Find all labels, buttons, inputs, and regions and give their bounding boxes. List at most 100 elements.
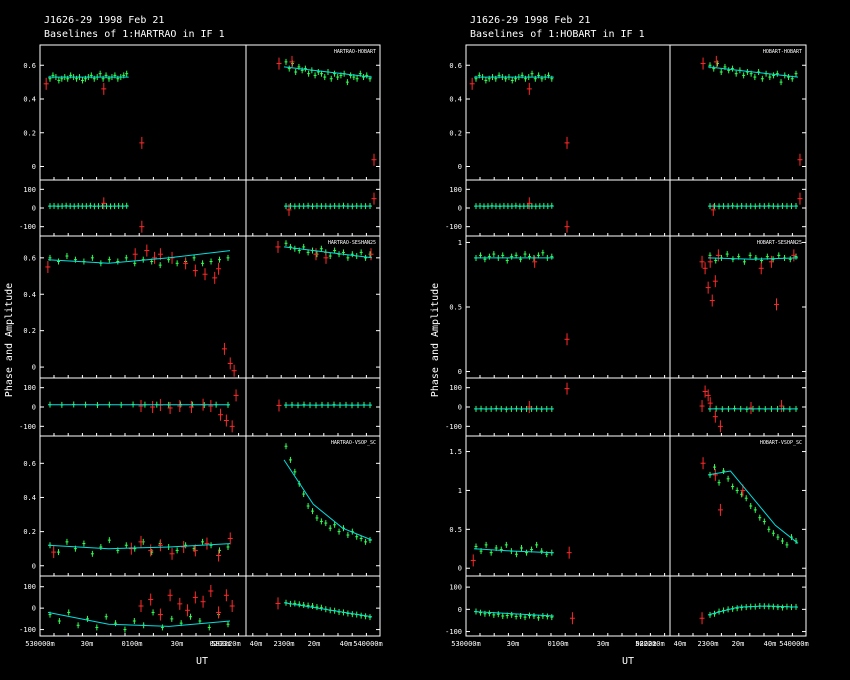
baseline-hobart-hobart-amplitude-ytick-label: 0.6 <box>449 62 462 70</box>
baseline-hartrao-hobart-amplitude-ytick-label: 0 <box>32 163 36 171</box>
baseline-hartrao-seshan25-phase-frame <box>39 377 381 437</box>
baseline-hartrao-hobart-amplitude-frame <box>39 44 381 181</box>
y-axis-label: Phase and Amplitude <box>430 283 441 397</box>
baseline-hartrao-seshan25-phase-ytick-label: 0 <box>32 404 36 412</box>
baseline-hartrao-vsop_sc-phase-ytick-label: 100 <box>23 583 36 591</box>
baseline-hobart-seshan25-phase-ytick-label: 100 <box>449 384 462 392</box>
baseline-hartrao-hobart-amplitude-model-curve <box>283 66 373 78</box>
x-tick-label: 530000m <box>451 640 481 648</box>
baseline-hartrao-vsop_sc-amplitude-ytick-label: 0.4 <box>23 494 36 502</box>
x-tick-label: 30m <box>597 640 610 648</box>
baseline-hobart-seshan25-label: HOBART-SESHAN25 <box>757 240 802 246</box>
baseline-hartrao-hobart-amplitude-ytick-label: 0.2 <box>23 129 36 137</box>
x-tick-label: 40m <box>250 640 263 648</box>
baseline-hobart-hobart-phase-ytick-label: 0 <box>458 205 462 213</box>
baseline-hobart-hobart-amplitude-ytick-label: 0 <box>458 163 462 171</box>
baseline-hartrao-vsop_sc-phase-ytick-label: 0 <box>32 605 36 613</box>
x-tick-label: 0200m <box>635 640 656 648</box>
x-tick-label: 30m <box>171 640 184 648</box>
baseline-hartrao-vsop_sc-amplitude-model-curve <box>283 459 373 541</box>
baseline-hobart-hobart-amplitude-ytick-label: 0.4 <box>449 96 462 104</box>
baseline-hartrao-vsop_sc-phase-model-curve <box>283 602 373 618</box>
baseline-hartrao-seshan25-label: HARTRAO-SESHAN25 <box>328 240 376 246</box>
x-tick-label: 582220m <box>635 640 665 648</box>
baseline-hobart-hobart-amplitude-ytick-label: 0.2 <box>449 129 462 137</box>
x-axis-label: UT <box>622 656 634 667</box>
baseline-hobart-vsop_sc-amplitude-model-curve <box>473 548 554 554</box>
baseline-hartrao-hobart-amplitude-ytick-label: 0.4 <box>23 96 36 104</box>
x-tick-label: 540000m <box>353 640 383 648</box>
x-tick-label: 0200m <box>209 640 230 648</box>
baseline-hartrao-vsop_sc-amplitude-ytick-label: 0.6 <box>23 460 36 468</box>
baseline-hartrao-seshan25-amplitude-ytick-label: 0.4 <box>23 291 36 299</box>
x-tick-label: 530000m <box>25 640 55 648</box>
baseline-hartrao-vsop_sc-phase-ytick-label: -100 <box>19 626 36 634</box>
x-tick-label: 40m <box>340 640 353 648</box>
plot-subtitle: Baselines of 1:HARTRAO in IF 1 <box>44 29 225 40</box>
x-tick-label: 30m <box>81 640 94 648</box>
x-tick-label: 582220m <box>211 640 241 648</box>
y-axis-label: Phase and Amplitude <box>4 283 15 397</box>
x-tick-label: 40m <box>674 640 687 648</box>
baseline-hartrao-seshan25-phase-ytick-label: 100 <box>23 384 36 392</box>
baseline-hartrao-hobart-label: HARTRAO-HOBART <box>334 49 376 55</box>
plot-title: J1626-29 1998 Feb 21 <box>470 15 590 26</box>
plot-subtitle: Baselines of 1:HOBART in IF 1 <box>470 29 645 40</box>
x-tick-label: 0100m <box>547 640 568 648</box>
baseline-hartrao-vsop_sc-amplitude-model-curve <box>47 543 231 550</box>
baseline-hobart-vsop_sc-phase-model-curve <box>707 605 799 616</box>
baseline-hartrao-hobart-amplitude-ytick-label: 0.6 <box>23 62 36 70</box>
x-axis-label: UT <box>196 656 208 667</box>
baseline-hobart-vsop_sc-phase-ytick-label: 0 <box>458 606 462 614</box>
x-tick-label: 0100m <box>121 640 142 648</box>
baseline-hartrao-vsop_sc-label: HARTRAO-VSOP_SC <box>331 440 376 446</box>
baseline-hartrao-vsop_sc-amplitude-ytick-label: 0.2 <box>23 528 36 536</box>
baseline-hartrao-seshan25-amplitude-frame <box>39 235 381 379</box>
baseline-hartrao-vsop_sc-amplitude-frame <box>39 435 381 577</box>
baseline-hobart-hobart-amplitude-frame <box>465 44 807 181</box>
baseline-hobart-seshan25-amplitude-ytick-label: 0 <box>458 368 462 376</box>
baseline-hobart-seshan25-phase-ytick-label: -100 <box>445 423 462 431</box>
baseline-hartrao-seshan25-amplitude-model-curve <box>47 250 231 264</box>
x-tick-label: 540000m <box>779 640 809 648</box>
plot-title: J1626-29 1998 Feb 21 <box>44 15 164 26</box>
x-tick-label: 40m <box>764 640 777 648</box>
baseline-hobart-vsop_sc-amplitude-ytick-label: 0.5 <box>449 526 462 534</box>
x-tick-label: 30m <box>507 640 520 648</box>
x-tick-label: 2300m <box>273 640 294 648</box>
baseline-hartrao-hobart-phase-ytick-label: -100 <box>19 223 36 231</box>
baseline-hartrao-seshan25-amplitude-model-curve <box>283 246 373 259</box>
baseline-hobart-seshan25-phase-ytick-label: 0 <box>458 404 462 412</box>
baseline-hartrao-vsop_sc-amplitude-ytick-label: 0 <box>32 562 36 570</box>
baseline-hobart-hobart-phase-ytick-label: 100 <box>449 186 462 194</box>
baseline-hobart-vsop_sc-phase-ytick-label: -100 <box>445 628 462 636</box>
baseline-hartrao-seshan25-phase-ytick-label: -100 <box>19 423 36 431</box>
baseline-hobart-vsop_sc-label: HOBART-VSOP_SC <box>760 440 802 446</box>
baseline-hobart-vsop_sc-phase-ytick-label: 100 <box>449 584 462 592</box>
x-tick-label: 20m <box>732 640 745 648</box>
baseline-hobart-vsop_sc-amplitude-model-curve <box>707 470 799 544</box>
baseline-hartrao-seshan25-amplitude-ytick-label: 0.6 <box>23 254 36 262</box>
baseline-hartrao-hobart-phase-ytick-label: 0 <box>32 205 36 213</box>
baseline-hobart-vsop_sc-phase-model-curve <box>473 611 554 617</box>
baseline-hobart-vsop_sc-amplitude-ytick-label: 0 <box>458 565 462 573</box>
baseline-hartrao-vsop_sc-phase-model-curve <box>47 611 231 627</box>
baseline-hobart-seshan25-amplitude-ytick-label: 0.5 <box>449 304 462 312</box>
x-tick-label: 20m <box>308 640 321 648</box>
baseline-hartrao-hobart-phase-frame <box>39 179 381 237</box>
baseline-hobart-seshan25-amplitude-model-curve <box>707 257 799 260</box>
baseline-hobart-seshan25-amplitude-frame <box>465 235 807 379</box>
baseline-hartrao-hobart-phase-ytick-label: 100 <box>23 186 36 194</box>
baseline-hartrao-seshan25-amplitude-ytick-label: 0 <box>32 364 36 372</box>
baseline-hobart-hobart-phase-ytick-label: -100 <box>445 223 462 231</box>
baseline-hobart-vsop_sc-amplitude-frame <box>465 435 807 577</box>
baseline-hobart-seshan25-phase-frame <box>465 377 807 437</box>
baseline-hobart-hobart-label: HOBART-HOBART <box>763 49 802 55</box>
baseline-hobart-vsop_sc-amplitude-ytick-label: 1.5 <box>449 448 462 456</box>
baseline-hartrao-seshan25-amplitude-ytick-label: 0.2 <box>23 327 36 335</box>
baseline-hobart-seshan25-amplitude-ytick-label: 1 <box>458 239 462 247</box>
baseline-hobart-hobart-amplitude-model-curve <box>707 66 799 78</box>
x-tick-label: 2300m <box>697 640 718 648</box>
